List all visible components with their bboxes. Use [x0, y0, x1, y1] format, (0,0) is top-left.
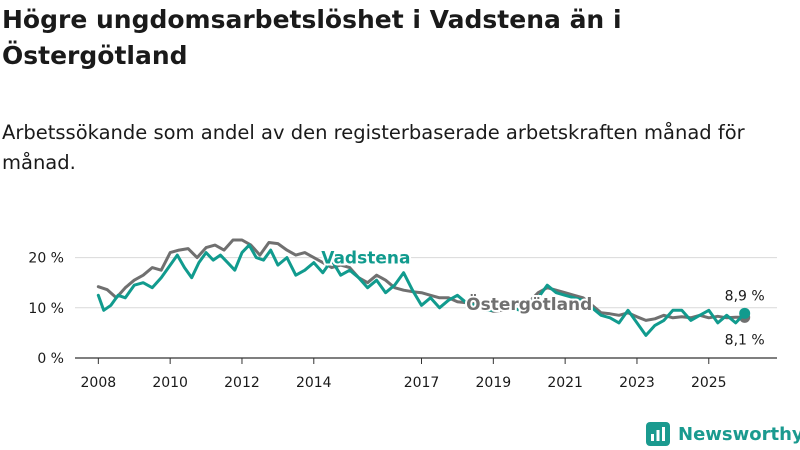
newsworthy-logo[interactable]: Newsworthy — [646, 420, 800, 448]
chart-subtitle: Arbetssökande som andel av den registerb… — [2, 121, 745, 174]
x-tick-label: 2019 — [476, 375, 512, 391]
x-tick-label: 2008 — [81, 375, 117, 391]
x-tick-label: 2023 — [619, 375, 655, 391]
x-tick-label: 2021 — [547, 375, 583, 391]
series-label-vadstena: Vadstena — [321, 249, 410, 269]
end-label-ostergotland: 8,1 % — [725, 332, 765, 348]
y-tick-label: 0 % — [37, 351, 64, 367]
series-label-ostergotland: Östergötland — [466, 293, 592, 315]
y-tick-label: 10 % — [28, 301, 64, 317]
end-point-vadstena — [739, 307, 751, 319]
x-tick-label: 2010 — [152, 375, 188, 391]
newsworthy-chart-icon — [646, 422, 670, 446]
x-tick-label: 2017 — [404, 375, 440, 391]
y-tick-label: 20 % — [28, 251, 64, 267]
series-line-ostergotland — [96, 238, 747, 322]
series-layer — [96, 238, 751, 337]
grid-layer — [75, 257, 777, 309]
x-tick-label: 2025 — [691, 375, 727, 391]
x-tick-label: 2012 — [224, 375, 260, 391]
axis-layer: 0 % 10 % 20 % 2008 2010 2012 2014 2017 2019 2021 2… — [28, 251, 777, 391]
end-label-vadstena: 8,9 % — [725, 288, 765, 304]
series-line-vadstena — [96, 243, 747, 337]
x-tick-label: 2014 — [296, 375, 332, 391]
chart-title: Högre ungdomsarbetslöshet i Vadstena än … — [2, 5, 622, 70]
brand-name: Newsworthy — [678, 423, 800, 445]
label-layer: Vadstena Östergötland 8,9 % 8,1 % — [319, 247, 765, 349]
